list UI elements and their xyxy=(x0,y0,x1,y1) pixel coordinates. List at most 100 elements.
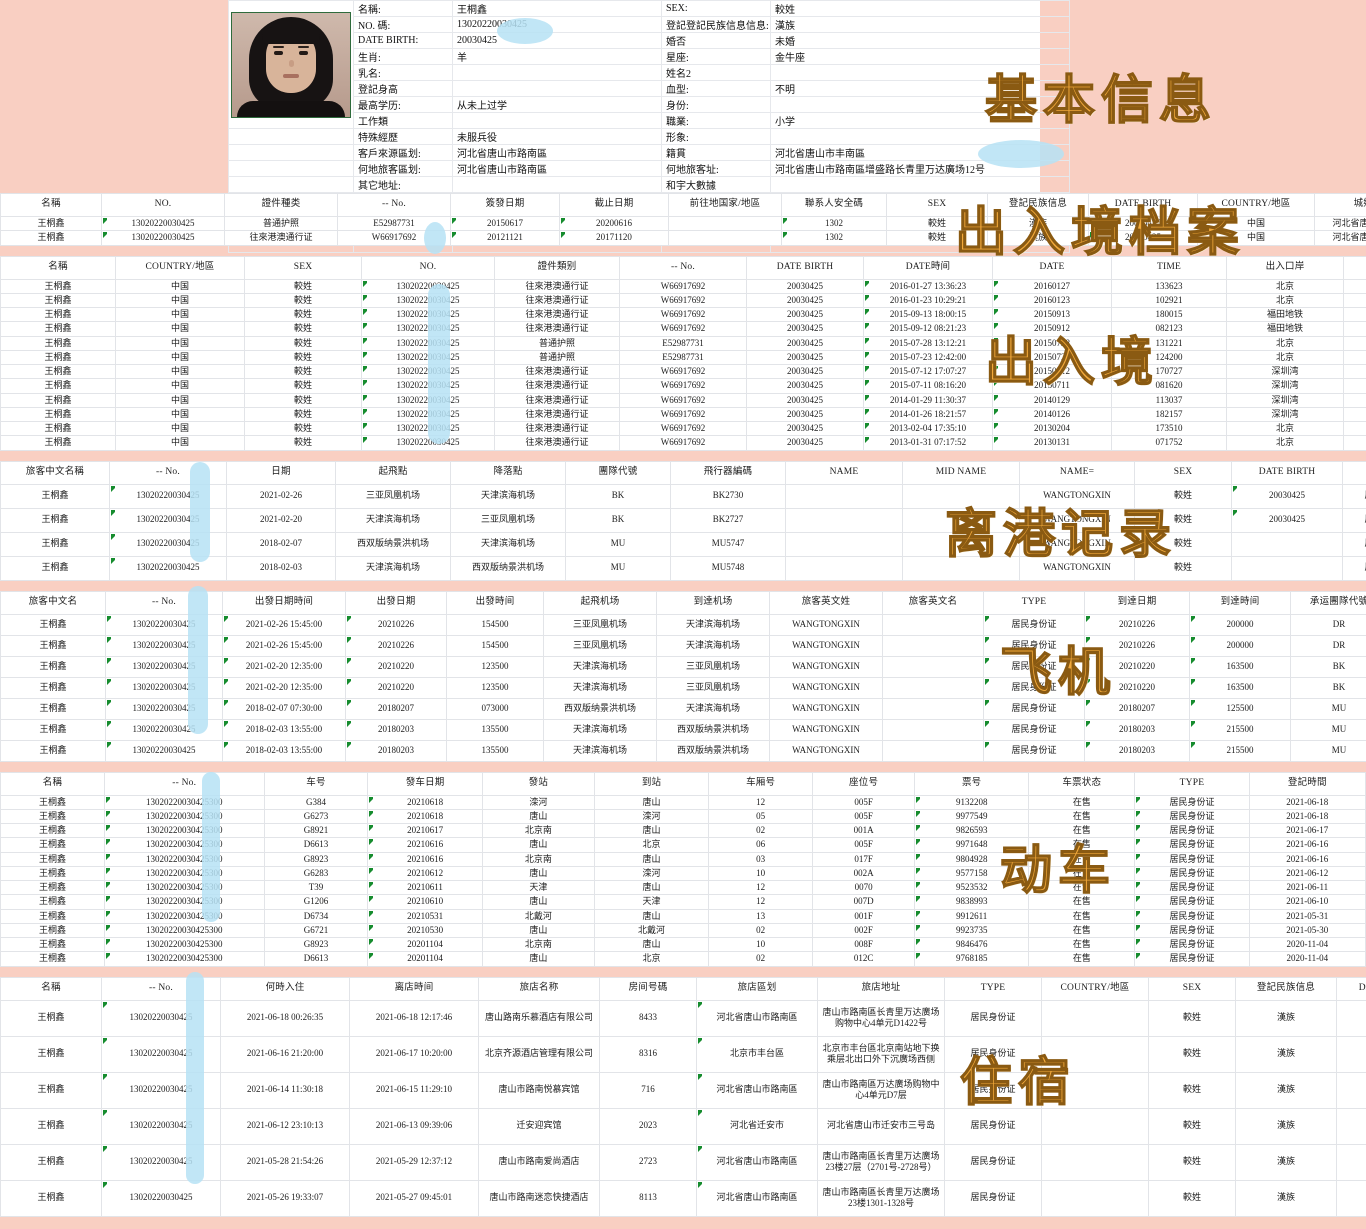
table-cell: 漢族 xyxy=(1236,1072,1337,1108)
column-header: DATE xyxy=(993,256,1112,279)
table-cell: 天津 xyxy=(594,895,708,909)
table-cell: MU xyxy=(1291,698,1366,719)
identity-label-right: 血型: xyxy=(662,81,771,97)
table-cell: 王桐鑫 xyxy=(1,422,116,436)
table-cell: 20130131 xyxy=(993,436,1112,450)
table-cell: 較姓 xyxy=(245,422,362,436)
table-cell: 唐山市路南爱尚酒店 xyxy=(479,1144,600,1180)
table-cell: 中国 xyxy=(116,279,245,293)
table-cell: 20150913 xyxy=(993,308,1112,322)
column-header: -- No. xyxy=(106,591,223,614)
table-cell: 9846476 xyxy=(915,938,1029,952)
table-cell: 20030425 xyxy=(747,365,864,379)
table-cell: W66917692 xyxy=(620,379,747,393)
table-cell: 在售 xyxy=(1029,838,1135,852)
identity-label-right: 婚否 xyxy=(662,33,771,49)
table-cell: 較姓 xyxy=(887,231,988,245)
table-cell: 較姓 xyxy=(1149,1000,1236,1036)
table-cell: BK xyxy=(1291,677,1366,698)
table-cell: G8923 xyxy=(264,852,368,866)
identity-value-right: 未婚 xyxy=(771,33,1070,49)
table-cell: 2018-02-07 07:30:00 xyxy=(223,698,346,719)
table-cell: 20210617 xyxy=(368,824,482,838)
table-cell xyxy=(883,635,984,656)
table-cell: 往來港澳通行证 xyxy=(495,393,620,407)
table-cell: 215500 xyxy=(1190,719,1291,740)
table-cell: 2015-09-12 08:21:23 xyxy=(864,322,993,336)
table-cell: 2021-06-17 10:20:00 xyxy=(350,1036,479,1072)
table-cell: 三亚凤凰机场 xyxy=(451,508,566,532)
identity-card-blank-cell xyxy=(229,161,354,177)
column-header: COUNTRY/地區 xyxy=(1198,194,1315,217)
table-cell: 較姓 xyxy=(245,436,362,450)
table-cell: 102921 xyxy=(1112,293,1227,307)
column-header: DATE BIRTH xyxy=(1232,461,1343,484)
identity-value-right: 金牛座 xyxy=(771,49,1070,65)
identity-label-right: 形象: xyxy=(662,129,771,145)
table-cell: 往來港澳通行证 xyxy=(225,231,338,245)
table-cell: 王桐鑫 xyxy=(1,336,116,350)
table-cell: 13020220030425300 xyxy=(104,852,264,866)
table-cell: 008F xyxy=(813,938,915,952)
separator-band xyxy=(0,1217,1366,1229)
table-cell: 河北省唐山市路北區 xyxy=(1315,217,1366,231)
table-cell: 20150712 xyxy=(993,365,1112,379)
table-cell: 082123 xyxy=(1112,322,1227,336)
table-cell: WANGTONGXIN xyxy=(770,677,883,698)
table-cell: 9923735 xyxy=(915,923,1029,937)
table-cell: 天津 xyxy=(482,881,594,895)
identity-label-left: 乳名: xyxy=(354,65,453,81)
table-cell: 唐山市路南區长青里万达廣场23楼27层（2701号-2728号） xyxy=(818,1144,945,1180)
table-cell: 081620 xyxy=(1112,379,1227,393)
table-cell: 2023 xyxy=(600,1108,697,1144)
table-cell: 三亚凤凰机场 xyxy=(544,635,657,656)
column-header: 到達日期 xyxy=(1085,591,1190,614)
identity-label-left: 生肖: xyxy=(354,49,453,65)
table-cell: 王桐鑫 xyxy=(1,350,116,364)
